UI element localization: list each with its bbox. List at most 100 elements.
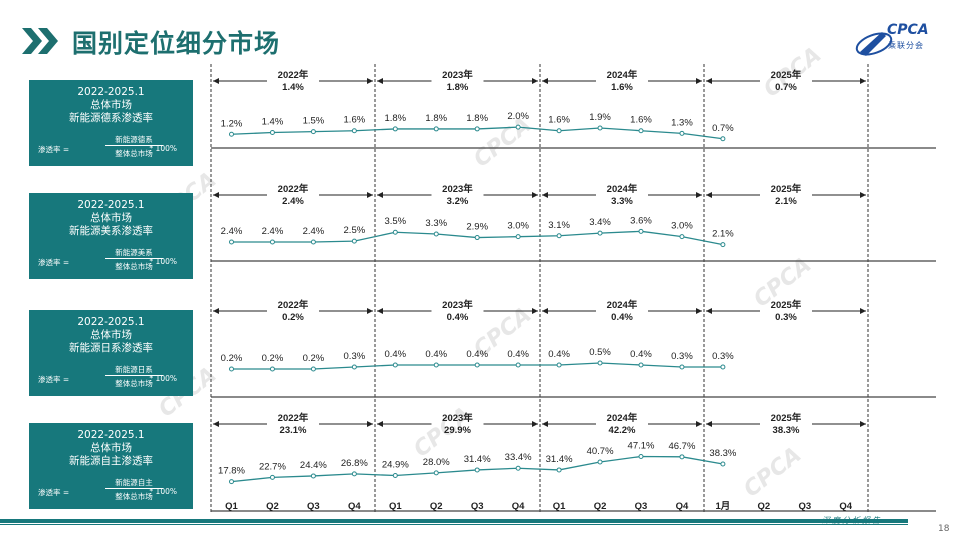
data-point [679, 454, 685, 460]
panel-domestic: 2022-2025.1 总体市场 新能源自主渗透率 渗透率 = 新能源自主 整体… [29, 423, 193, 509]
data-point [351, 364, 357, 370]
annual-year-label: 2023年 [442, 69, 473, 81]
formula: 渗透率 = 新能源日系 整体总市场 * 100% [29, 364, 193, 394]
annual-year-label: 2022年 [278, 412, 309, 424]
arrow-head-right [696, 192, 702, 198]
arrow-head-right [532, 308, 538, 314]
arrow-head-left [542, 78, 548, 84]
annual-year-label: 2024年 [607, 299, 638, 311]
annual-average-label: 2.1% [775, 196, 797, 207]
data-label: 2.4% [221, 226, 243, 237]
arrow-head-left [706, 308, 712, 314]
data-label: 31.4% [464, 454, 491, 465]
data-label: 40.7% [587, 446, 614, 457]
data-point [556, 233, 562, 239]
arrow-head-right [367, 421, 373, 427]
data-label: 22.7% [259, 461, 286, 472]
data-point [269, 239, 275, 245]
data-point [556, 467, 562, 473]
data-label: 0.4% [466, 349, 488, 360]
x-tick-label: Q2 [430, 501, 443, 512]
annual-average-label: 38.3% [773, 425, 800, 436]
formula: 渗透率 = 新能源美系 整体总市场 * 100% [29, 247, 193, 277]
data-label: 1.9% [589, 112, 611, 123]
data-point [392, 362, 398, 368]
panel-market: 总体市场 [90, 442, 132, 454]
data-label: 1.6% [630, 115, 652, 126]
data-point [638, 362, 644, 368]
logo-subtext: 乘联分会 [888, 41, 924, 50]
annual-average-label: 0.2% [282, 312, 304, 323]
data-point [269, 130, 275, 135]
data-point [515, 362, 521, 368]
data-label: 0.3% [344, 351, 366, 362]
data-point [597, 125, 603, 131]
x-tick-label: Q3 [635, 501, 648, 512]
x-tick-label: Q4 [839, 501, 852, 512]
data-label: 0.2% [262, 353, 284, 364]
data-label: 2.4% [262, 226, 284, 237]
panel-range: 2022-2025.1 [77, 429, 145, 441]
panel-market: 总体市场 [90, 212, 132, 224]
data-label: 1.6% [548, 115, 570, 126]
data-label: 2.4% [303, 226, 325, 237]
data-label: 3.0% [671, 221, 693, 232]
formula-rhs: * 100% [149, 487, 177, 496]
data-point [720, 364, 726, 370]
fraction-line [105, 258, 163, 259]
double-chevron-icon [22, 28, 58, 54]
x-tick-label: Q3 [798, 501, 811, 512]
data-point [638, 453, 644, 459]
annual-average-label: 42.2% [609, 425, 636, 436]
annual-average-label: 23.1% [280, 425, 307, 436]
data-point [269, 474, 275, 480]
data-label: 24.9% [382, 460, 409, 471]
arrow-head-left [213, 308, 219, 314]
arrow-head-right [696, 78, 702, 84]
footer-text: 深度分析报告 [822, 516, 882, 525]
annual-average-label: 1.6% [611, 82, 633, 93]
arrow-head-right [532, 421, 538, 427]
data-label: 3.0% [507, 221, 529, 232]
panel-series-name: 新能源日系渗透率 [69, 342, 153, 354]
data-point [556, 362, 562, 368]
data-label: 3.3% [425, 218, 447, 229]
data-point [433, 231, 439, 237]
panel-series-name: 新能源自主渗透率 [69, 455, 153, 467]
data-label: 1.6% [344, 115, 366, 126]
data-label: 1.8% [466, 113, 488, 124]
data-point [638, 128, 644, 134]
data-label: 24.4% [300, 460, 327, 471]
arrow-head-left [542, 192, 548, 198]
x-tick-label: Q2 [758, 501, 771, 512]
annual-average-label: 0.7% [775, 82, 797, 93]
annual-year-label: 2023年 [442, 299, 473, 311]
data-point [679, 130, 685, 136]
data-label: 1.8% [425, 113, 447, 124]
data-point [433, 362, 439, 368]
formula-denominator: 整体总市场 [115, 492, 153, 501]
formula-denominator: 整体总市场 [115, 379, 153, 388]
data-label: 0.3% [671, 351, 693, 362]
data-point [392, 473, 398, 479]
data-label: 3.5% [384, 216, 406, 227]
data-point [229, 366, 234, 372]
panel-american: 2022-2025.1 总体市场 新能源美系渗透率 渗透率 = 新能源美系 整体… [29, 193, 193, 279]
formula-lhs: 渗透率 = [38, 488, 70, 497]
data-point [597, 459, 603, 465]
annual-average-label: 1.8% [447, 82, 469, 93]
arrow-head-left [213, 192, 219, 198]
arrow-head-left [542, 308, 548, 314]
data-label: 3.4% [589, 217, 611, 228]
data-label: 17.8% [218, 466, 245, 477]
page-number: 18 [938, 524, 950, 534]
data-point [556, 128, 562, 134]
arrow-head-left [706, 421, 712, 427]
annual-year-label: 2022年 [278, 69, 309, 81]
data-point [720, 136, 726, 142]
formula-lhs: 渗透率 = [38, 145, 70, 154]
data-point [474, 467, 480, 473]
data-label: 3.1% [548, 220, 570, 231]
x-tick-label: Q4 [512, 501, 525, 512]
